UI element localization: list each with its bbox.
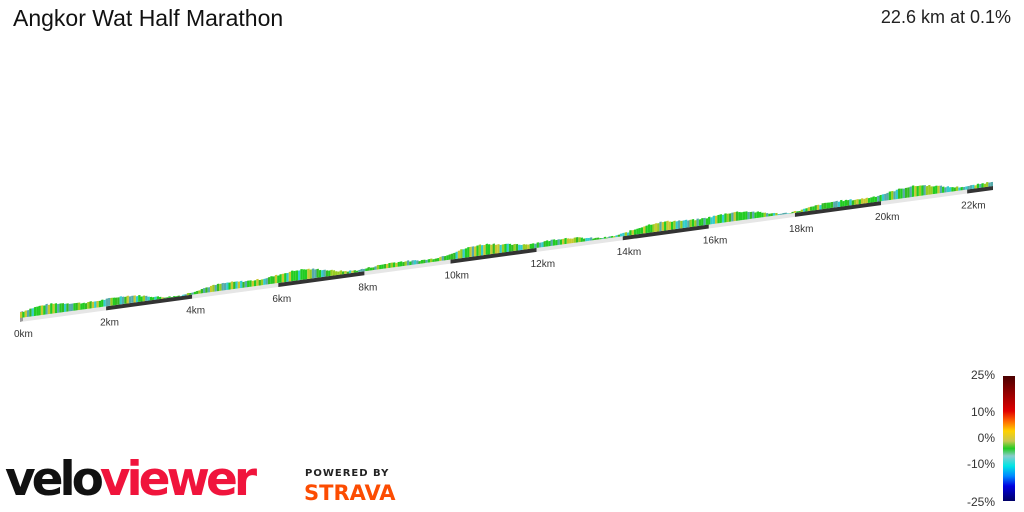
km-tick-label: 2km	[100, 317, 119, 328]
page-title: Angkor Wat Half Marathon	[13, 5, 284, 31]
logo-viewer: viewer	[99, 452, 257, 507]
gradient-strips	[20, 181, 993, 318]
km-tick-label: 18km	[789, 224, 813, 235]
veloviewer-logo[interactable]: veloviewer	[5, 452, 257, 507]
km-tick-label: 14km	[617, 247, 641, 258]
km-tick-label: 6km	[272, 294, 291, 305]
km-tick-label: 16km	[703, 236, 727, 247]
powered-by-label: POWERED BY	[305, 468, 390, 479]
legend-label-10: 10%	[970, 405, 995, 419]
route-summary: 22.6 km at 0.1%	[880, 7, 1011, 27]
km-tick-label: 4km	[186, 306, 205, 317]
gradient-color-scale	[1003, 376, 1015, 501]
km-labels: 0km 2km 4km 6km 8km 10km 12km 14km 16km 18km 20km 2…	[14, 201, 986, 340]
km-tick-label: 10km	[445, 271, 469, 282]
legend-label-0: 0%	[977, 431, 995, 445]
profile-base	[20, 186, 993, 322]
legend-label-neg10: -10%	[966, 457, 995, 471]
legend-label-neg25: -25%	[966, 495, 995, 509]
km-tick-label: 12km	[531, 259, 555, 270]
legend-label-25: 25%	[970, 368, 995, 382]
km-tick-label: 22km	[961, 201, 985, 212]
km-tick-label: 20km	[875, 212, 899, 223]
strava-logo[interactable]: STRAVA	[304, 481, 396, 505]
km-tick-label: 0km	[14, 329, 33, 340]
km-tick-label: 8km	[358, 282, 377, 293]
logo-velo: velo	[5, 452, 104, 507]
